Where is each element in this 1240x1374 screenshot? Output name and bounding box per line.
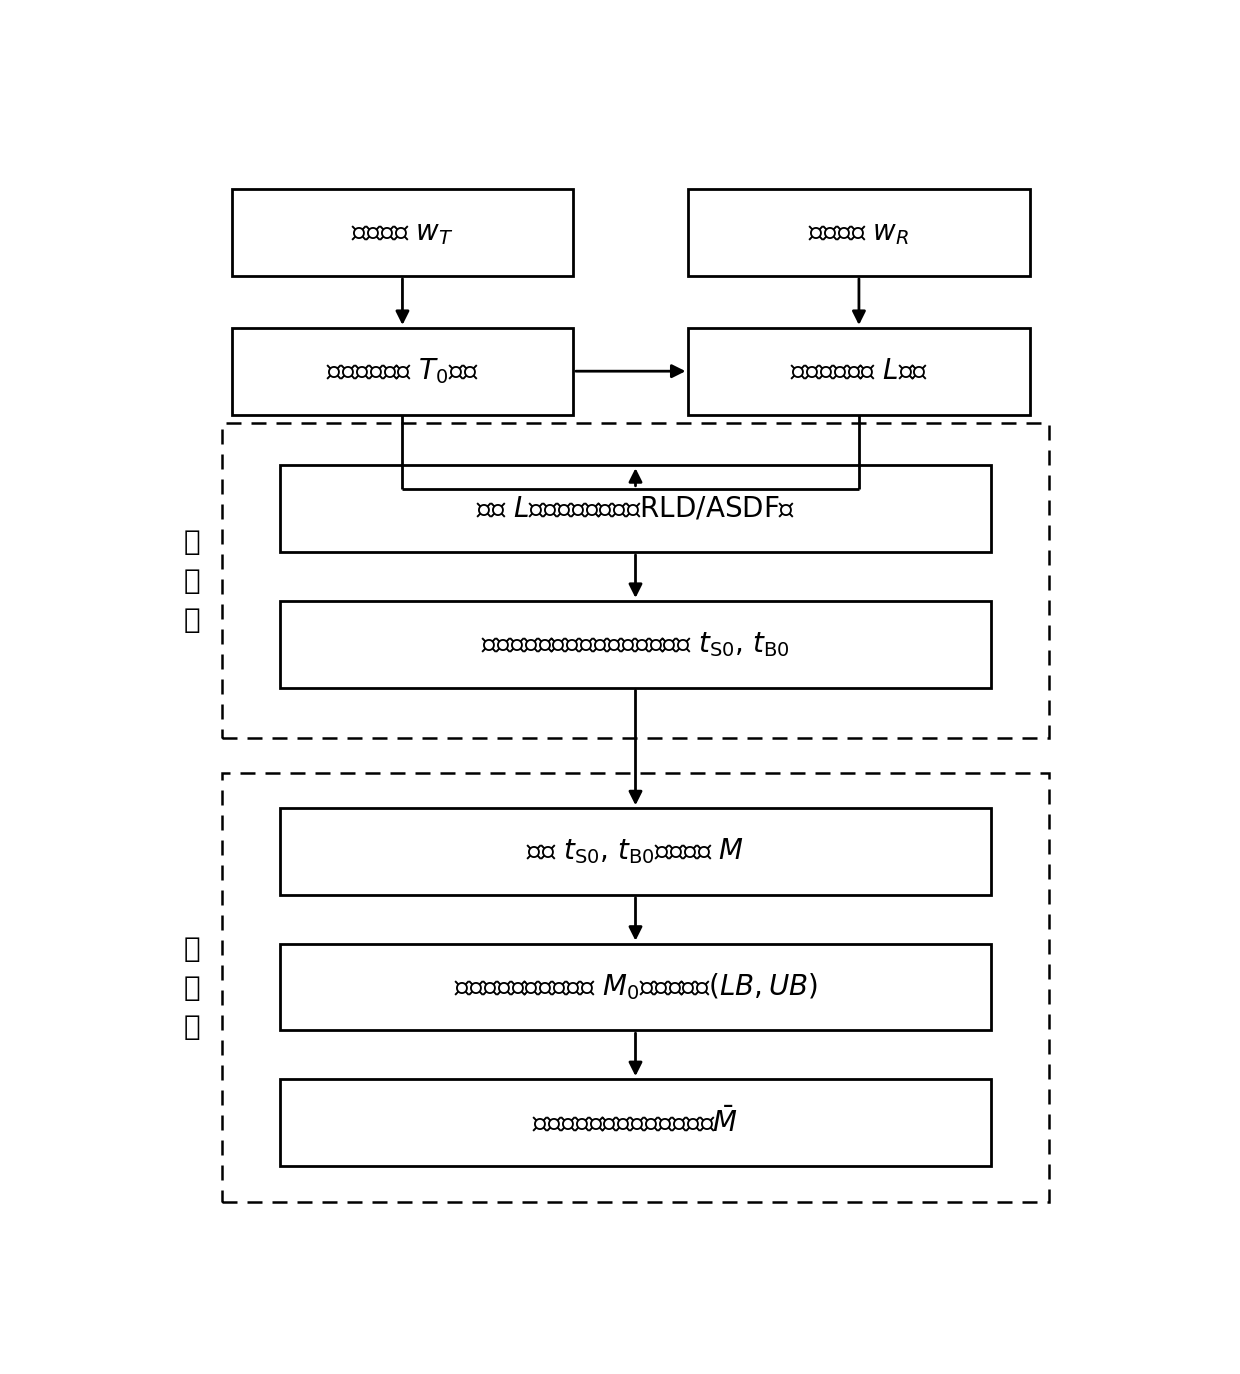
Text: 发射信号半宽 $T_0$确定: 发射信号半宽 $T_0$确定 bbox=[326, 356, 479, 386]
Text: 精
提
取: 精 提 取 bbox=[184, 934, 200, 1041]
Text: 发射波形 $w_T$: 发射波形 $w_T$ bbox=[351, 218, 454, 246]
Text: 利用信赖域算法求解模型参数$\bar{M}$: 利用信赖域算法求解模型参数$\bar{M}$ bbox=[532, 1107, 739, 1138]
Text: 接收波形 $w_R$: 接收波形 $w_R$ bbox=[808, 218, 910, 246]
Bar bbox=[280, 944, 991, 1030]
Bar bbox=[688, 328, 1029, 415]
Bar bbox=[280, 1079, 991, 1165]
Bar bbox=[688, 190, 1029, 276]
Bar bbox=[232, 328, 573, 415]
Bar bbox=[222, 774, 1049, 1202]
Text: 粗
提
取: 粗 提 取 bbox=[184, 528, 200, 633]
Text: 设定模型参数的初始值 $M_0$及取值范围($LB, UB$): 设定模型参数的初始值 $M_0$及取值范围($LB, UB$) bbox=[454, 971, 817, 1002]
Bar bbox=[280, 808, 991, 894]
Bar bbox=[232, 190, 573, 276]
Text: 确定水面、水底回波信号位置初值 $t_{\mathrm{S0}}$, $t_{\mathrm{B0}}$: 确定水面、水底回波信号位置初值 $t_{\mathrm{S0}}$, $t_{\… bbox=[481, 629, 790, 658]
Text: 根据 $L$选择预处理方式（RLD/ASDF）: 根据 $L$选择预处理方式（RLD/ASDF） bbox=[476, 495, 795, 522]
Bar bbox=[222, 423, 1049, 738]
Bar bbox=[280, 600, 991, 687]
Bar bbox=[280, 466, 991, 552]
Text: 根据 $t_{\mathrm{S0}}$, $t_{\mathrm{B0}}$建立模型 $M$: 根据 $t_{\mathrm{S0}}$, $t_{\mathrm{B0}}$建… bbox=[527, 837, 744, 867]
Text: 波形有效长度 $L$估计: 波形有效长度 $L$估计 bbox=[790, 357, 929, 385]
